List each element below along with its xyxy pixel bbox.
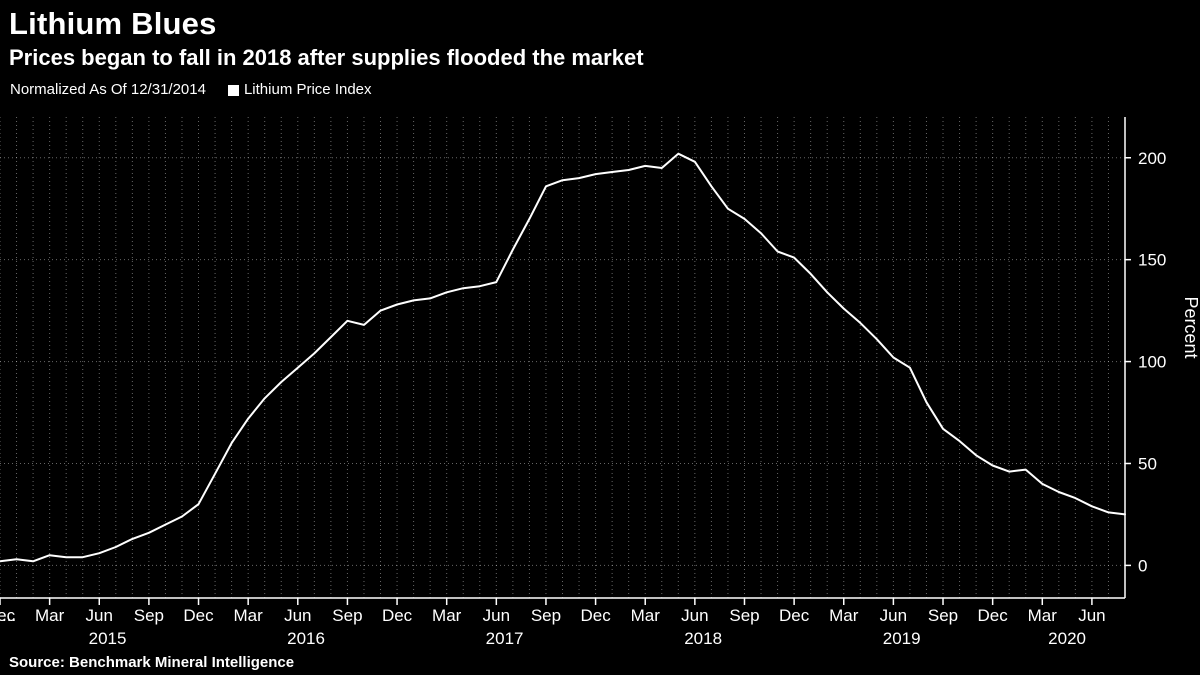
lithium-price-line bbox=[0, 152, 1126, 563]
x-tick-label: Mar bbox=[1028, 606, 1058, 625]
year-label: 2015 bbox=[89, 629, 127, 648]
x-tick-label: Sep bbox=[332, 606, 362, 625]
year-label: 2018 bbox=[684, 629, 722, 648]
y-ticks bbox=[1125, 157, 1131, 567]
year-labels: 2015 2016 2017 2018 2019 2020 bbox=[89, 629, 1086, 648]
chart-header: Lithium Blues Prices began to fall in 20… bbox=[0, 0, 1200, 72]
y-tick-label: 50 bbox=[1138, 454, 1157, 473]
chart-subtitle: Prices began to fall in 2018 after suppl… bbox=[9, 45, 644, 70]
x-tick-label: Dec bbox=[978, 606, 1009, 625]
page-title: Lithium Blues bbox=[9, 6, 217, 41]
year-label: 2020 bbox=[1048, 629, 1086, 648]
chart-area: Dec Mar Jun Sep Dec Mar Jun Sep Dec Mar Jun Sep Dec M… bbox=[0, 101, 1200, 653]
x-tick-label: Mar bbox=[631, 606, 661, 625]
x-tick-label: Jun bbox=[86, 606, 113, 625]
source-attribution: Source: Benchmark Mineral Intelligence bbox=[9, 654, 295, 671]
y-tick-label: 0 bbox=[1138, 556, 1147, 575]
x-tick-label: Jun bbox=[880, 606, 907, 625]
y-tick-label: 100 bbox=[1138, 353, 1166, 372]
x-tick-label: Dec bbox=[382, 606, 413, 625]
axes bbox=[0, 117, 1126, 599]
x-tick-label: Mar bbox=[432, 606, 462, 625]
x-tick-label: Jun bbox=[483, 606, 510, 625]
x-gridlines bbox=[0, 117, 1126, 598]
x-tick-label: Sep bbox=[928, 606, 958, 625]
x-tick-label: Jun bbox=[1078, 606, 1105, 625]
y-tick-label: 200 bbox=[1138, 149, 1166, 168]
x-tick-labels: Dec Mar Jun Sep Dec Mar Jun Sep Dec Mar Jun Sep Dec M… bbox=[0, 606, 1106, 625]
x-ticks bbox=[0, 598, 1093, 605]
x-tick-label: Sep bbox=[531, 606, 561, 625]
x-tick-label: Sep bbox=[134, 606, 164, 625]
price-chart: Dec Mar Jun Sep Dec Mar Jun Sep Dec Mar Jun Sep Dec M… bbox=[0, 117, 1200, 648]
x-leading-label: ... bbox=[2, 606, 16, 625]
y-tick-label: 150 bbox=[1138, 251, 1166, 270]
x-tick-label: Dec bbox=[0, 606, 16, 625]
x-tick-label: Mar bbox=[35, 606, 65, 625]
chart-legend: Normalized As Of 12/31/2014 Lithium Pric… bbox=[0, 72, 1200, 99]
x-tick-label: Dec bbox=[779, 606, 810, 625]
year-label: 2019 bbox=[883, 629, 921, 648]
legend-series-label: Lithium Price Index bbox=[243, 81, 372, 98]
year-label: 2016 bbox=[287, 629, 325, 648]
normalization-note: Normalized As Of 12/31/2014 bbox=[10, 81, 206, 98]
series-swatch-icon bbox=[227, 84, 239, 96]
x-tick-label: Jun bbox=[681, 606, 708, 625]
y-axis-title: Percent bbox=[1181, 296, 1200, 358]
x-tick-label: Sep bbox=[729, 606, 759, 625]
x-tick-label: Dec bbox=[580, 606, 611, 625]
x-tick-label: Mar bbox=[234, 606, 264, 625]
year-label: 2017 bbox=[486, 629, 524, 648]
y-tick-labels: 0 50 100 150 200 bbox=[1138, 149, 1166, 576]
x-tick-label: Mar bbox=[829, 606, 859, 625]
x-tick-label: Jun bbox=[284, 606, 311, 625]
x-tick-label: Dec bbox=[183, 606, 214, 625]
legend-item-lithium-price-index: Lithium Price Index bbox=[227, 81, 372, 99]
